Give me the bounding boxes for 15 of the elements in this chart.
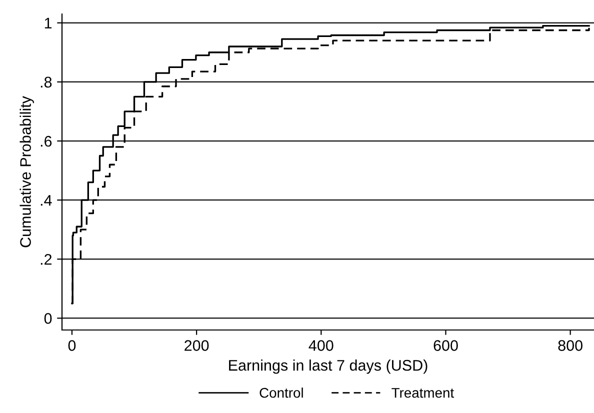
y-tick-label: 0: [44, 313, 52, 324]
legend-label: Treatment: [392, 388, 454, 398]
x-tick-label: 200: [184, 340, 209, 351]
x-axis-title: Earnings in last 7 days (USD): [229, 360, 428, 374]
y-axis-title: Cumulative Probability: [20, 96, 34, 248]
y-tick-label: 1: [44, 18, 52, 28]
y-tick-label: .8: [40, 76, 52, 88]
y-tick-label: .4: [40, 195, 52, 206]
x-tick-label: 0: [68, 340, 76, 351]
y-tick-label: .2: [40, 254, 52, 265]
x-tick-label: 400: [308, 340, 334, 351]
x-tick-label: 600: [434, 340, 458, 351]
x-tick-label: 800: [558, 340, 582, 351]
y-tick-label: .6: [40, 136, 52, 147]
legend-label: Control: [260, 388, 303, 398]
